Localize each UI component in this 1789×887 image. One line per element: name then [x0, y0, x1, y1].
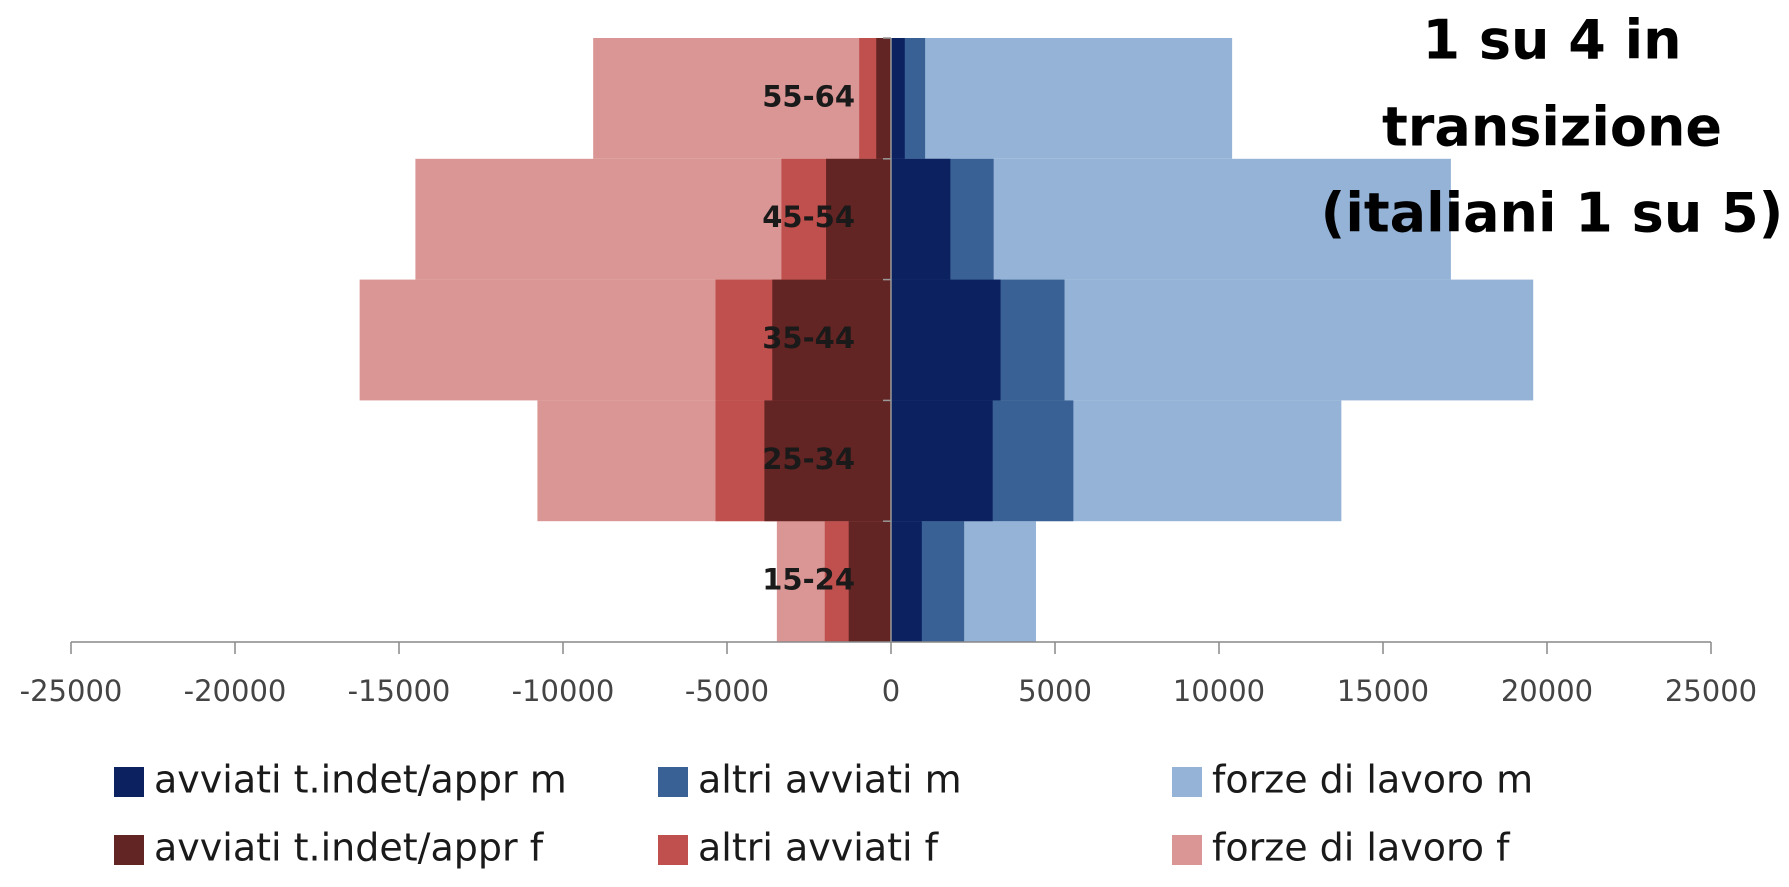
bar	[764, 400, 891, 522]
x-tick-label: 0	[882, 674, 900, 708]
x-tick-label: 20000	[1501, 674, 1593, 708]
bar	[891, 38, 905, 159]
legend-label: altri avviati f	[698, 826, 940, 870]
x-tick-label: 10000	[1173, 674, 1265, 708]
category-label: 25-34	[762, 442, 855, 476]
bar	[891, 521, 922, 642]
axes: -25000 -20000 -15000 -10000 -5000 0 5000 10000 1…	[20, 37, 1757, 708]
legend-label: avviati t.indet/appr f	[154, 826, 545, 870]
category-label: 15-24	[762, 563, 855, 597]
legend-label: altri avviati m	[698, 758, 962, 802]
bars	[359, 38, 1534, 642]
bar	[891, 158, 951, 280]
legend-swatch	[658, 767, 688, 797]
x-tick-label: 25000	[1665, 674, 1757, 708]
legend-label: avviati t.indet/appr m	[154, 758, 567, 802]
legend-label: forze di lavoro m	[1212, 758, 1533, 802]
legend-swatch	[658, 835, 688, 865]
category-label: 35-44	[762, 321, 855, 355]
category-label: 45-54	[762, 200, 855, 234]
bar	[593, 38, 891, 159]
legend-swatch	[114, 835, 144, 865]
bar	[772, 279, 891, 401]
legend-swatch	[114, 767, 144, 797]
legend-swatch	[1172, 767, 1202, 797]
bar	[826, 158, 891, 280]
annotation: (italiani 1 su 5)	[1321, 182, 1784, 245]
x-tick-label: -5000	[685, 674, 769, 708]
x-tick-label: -20000	[184, 674, 287, 708]
x-tick-label: 5000	[1018, 674, 1092, 708]
legend-label: forze di lavoro f	[1212, 826, 1511, 870]
category-label: 55-64	[762, 79, 855, 113]
bar	[848, 521, 891, 642]
bar	[876, 38, 891, 159]
x-tick-label: -10000	[512, 674, 615, 708]
annotation: 1 su 4 in	[1422, 9, 1681, 72]
x-tick-label: -15000	[348, 674, 451, 708]
annotation: transizione	[1382, 96, 1722, 159]
bar	[891, 400, 993, 522]
x-tick-label: 15000	[1337, 674, 1429, 708]
x-tick-label: -25000	[20, 674, 123, 708]
bar	[891, 279, 1001, 401]
bar	[891, 38, 1233, 159]
legend-swatch	[1172, 835, 1202, 865]
